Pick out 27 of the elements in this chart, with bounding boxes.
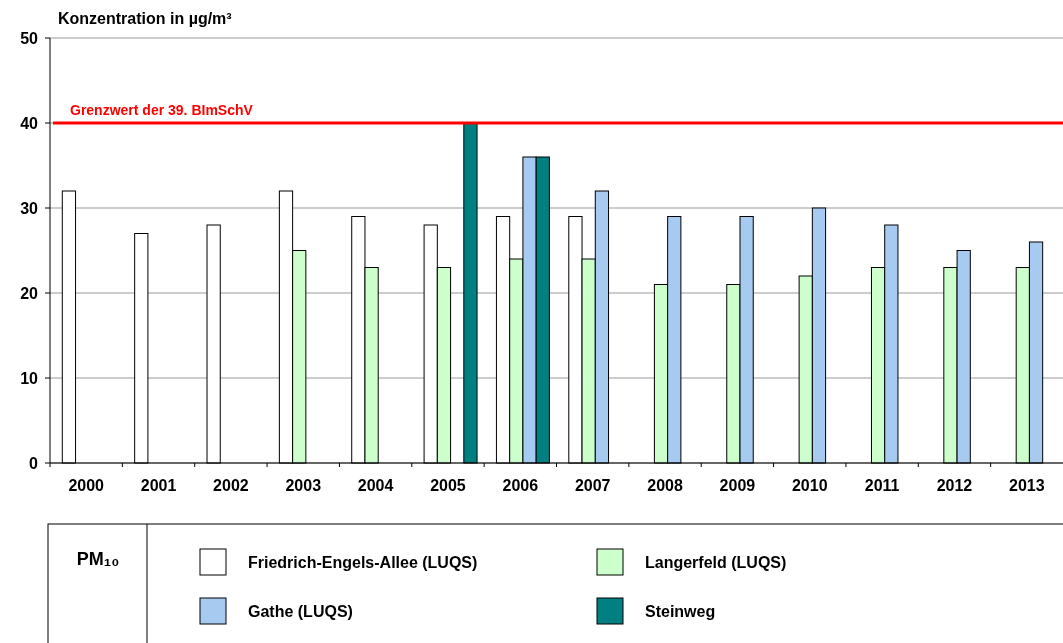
x-tick-label: 2003 (285, 477, 322, 494)
y-tick-label: 10 (20, 369, 39, 387)
legend-label: Langerfeld (LUQS) (645, 553, 787, 571)
ref-line-label: Grenzwert der 39. BImSchV (70, 102, 254, 118)
legend-label: Steinweg (645, 602, 716, 620)
y-tick-label: 40 (20, 114, 39, 132)
legend-label: Friedrich-Engels-Allee (LUQS) (248, 553, 478, 571)
x-tick-label: 2012 (936, 477, 973, 494)
x-tick-label: 2002 (213, 477, 249, 494)
x-tick-label: 2013 (1009, 477, 1045, 494)
x-tick-label: 2010 (791, 477, 828, 494)
x-tick-label: 2001 (140, 477, 177, 494)
y-tick-label: 0 (29, 454, 39, 472)
y-tick-label: 30 (20, 199, 39, 217)
x-tick-label: 2006 (502, 477, 539, 494)
x-tick-label: 2004 (357, 477, 394, 494)
x-tick-label: 2007 (574, 477, 611, 494)
y-axis-title: Konzentration in µg/m³ (58, 10, 232, 27)
y-tick-label: 20 (20, 284, 39, 302)
legend-label: Gathe (LUQS) (248, 602, 353, 620)
y-tick-label: 50 (20, 29, 39, 47)
legend-title: PM₁₀ (76, 549, 120, 569)
x-tick-label: 2008 (647, 477, 683, 494)
x-tick-label: 2000 (68, 477, 105, 494)
x-tick-label: 2011 (864, 477, 900, 494)
x-tick-label: 2009 (719, 477, 756, 494)
x-tick-label: 2005 (430, 477, 466, 494)
